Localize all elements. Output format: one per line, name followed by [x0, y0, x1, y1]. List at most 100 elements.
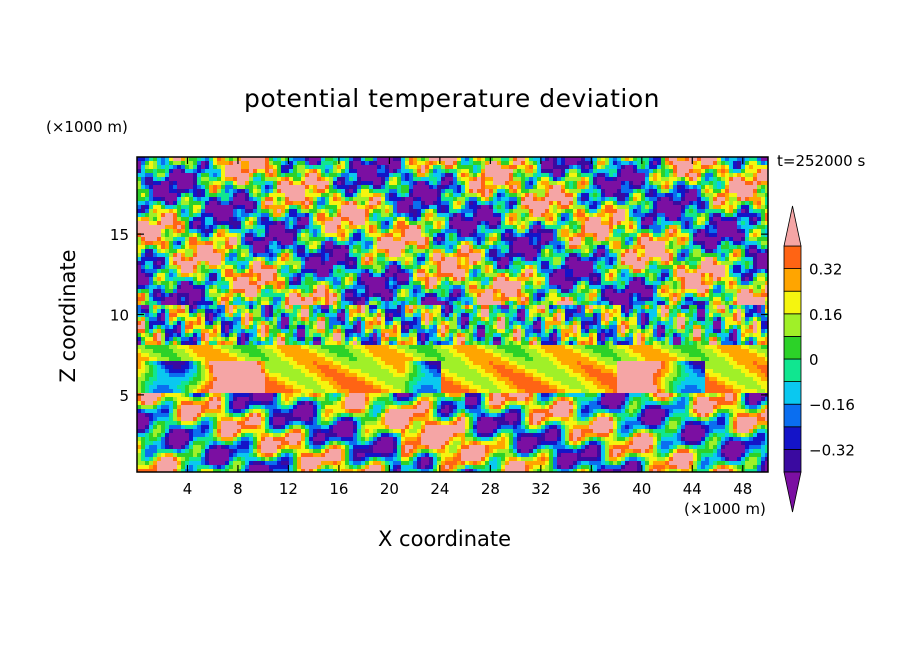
field-cell — [481, 205, 485, 209]
field-cell — [373, 205, 377, 209]
field-cell — [381, 281, 385, 285]
field-cell — [325, 225, 329, 229]
field-cell — [633, 269, 637, 273]
field-cell — [645, 193, 649, 197]
field-cell — [437, 229, 441, 233]
field-cell — [273, 173, 277, 177]
field-cell — [293, 169, 297, 173]
field-cell — [345, 249, 349, 253]
field-cell — [613, 157, 617, 161]
field-cell — [697, 237, 701, 241]
field-cell — [137, 221, 141, 225]
field-cell — [665, 181, 669, 185]
field-cell — [717, 261, 721, 265]
field-cell — [385, 277, 389, 281]
field-cell — [221, 241, 225, 245]
field-cell — [209, 257, 213, 261]
field-cell — [169, 157, 173, 161]
field-cell — [421, 193, 425, 197]
field-cell — [337, 193, 341, 197]
field-cell — [229, 213, 233, 217]
field-cell — [349, 277, 353, 281]
field-cell — [661, 165, 665, 169]
field-cell — [569, 229, 573, 233]
field-cell — [381, 249, 385, 253]
field-cell — [417, 269, 421, 273]
field-cell — [689, 221, 693, 225]
field-cell — [257, 261, 261, 265]
field-cell — [393, 177, 397, 181]
field-cell — [689, 225, 693, 229]
field-cell — [473, 261, 477, 265]
field-cell — [437, 173, 441, 177]
field-cell — [489, 277, 493, 281]
field-cell — [429, 281, 433, 285]
field-cell — [233, 189, 237, 193]
field-cell — [481, 185, 485, 189]
field-cell — [409, 277, 413, 281]
field-cell — [313, 233, 317, 237]
field-cell — [405, 193, 409, 197]
field-cell — [233, 281, 237, 285]
field-cell — [233, 197, 237, 201]
field-cell — [721, 261, 725, 265]
field-cell — [677, 165, 681, 169]
field-cell — [505, 265, 509, 269]
field-cell — [437, 217, 441, 221]
field-cell — [257, 217, 261, 221]
time-label: t=252000 s — [777, 152, 866, 170]
field-cell — [485, 237, 489, 241]
field-cell — [253, 157, 257, 161]
field-cell — [753, 205, 757, 209]
field-cell — [553, 177, 557, 181]
field-cell — [393, 209, 397, 213]
field-cell — [413, 253, 417, 257]
field-cell — [501, 205, 505, 209]
field-cell — [609, 197, 613, 201]
field-cell — [253, 229, 257, 233]
field-cell — [277, 229, 281, 233]
field-cell — [721, 237, 725, 241]
field-cell — [537, 253, 541, 257]
field-cell — [345, 265, 349, 269]
field-cell — [205, 173, 209, 177]
field-cell — [613, 229, 617, 233]
field-cell — [765, 213, 768, 217]
field-cell — [517, 225, 521, 229]
field-cell — [677, 253, 681, 257]
field-cell — [621, 185, 625, 189]
field-cell — [693, 269, 697, 273]
field-cell — [661, 237, 665, 241]
field-cell — [637, 181, 641, 185]
field-cell — [209, 281, 213, 285]
field-cell — [233, 177, 237, 181]
field-cell — [369, 229, 373, 233]
field-cell — [253, 169, 257, 173]
field-cell — [445, 181, 449, 185]
field-cell — [225, 213, 229, 217]
field-cell — [229, 229, 233, 233]
field-cell — [353, 173, 357, 177]
field-cell — [353, 273, 357, 277]
field-cell — [317, 157, 321, 161]
field-cell — [585, 197, 589, 201]
field-cell — [573, 209, 577, 213]
field-cell — [705, 257, 709, 261]
field-cell — [213, 257, 217, 261]
field-cell — [505, 233, 509, 237]
field-cell — [749, 173, 753, 177]
field-cell — [273, 269, 277, 273]
field-cell — [441, 273, 445, 277]
field-cell — [561, 233, 565, 237]
field-cell — [509, 177, 513, 181]
field-cell — [529, 201, 533, 205]
field-cell — [705, 273, 709, 277]
field-cell — [521, 197, 525, 201]
field-cell — [449, 245, 453, 249]
field-cell — [353, 221, 357, 225]
field-cell — [209, 209, 213, 213]
field-cell — [629, 201, 633, 205]
field-cell — [641, 205, 645, 209]
field-cell — [305, 189, 309, 193]
field-cell — [677, 277, 681, 281]
